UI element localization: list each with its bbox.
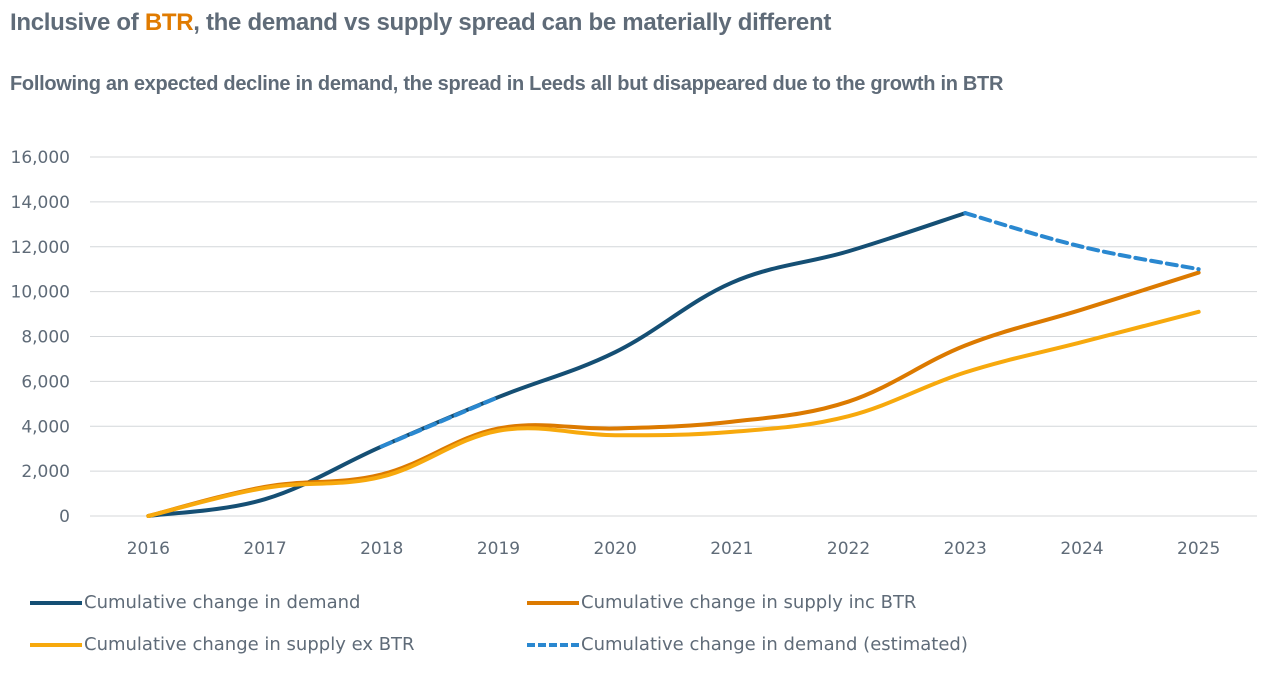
series-line — [146, 270, 1201, 518]
legend-swatch-demand — [30, 600, 82, 605]
series-demand-estimated — [379, 211, 1201, 449]
legend-item-demand[interactable]: Cumulative change in demand — [30, 592, 360, 613]
data-point — [263, 497, 267, 501]
chart-title: Inclusive of BTR, the demand vs supply s… — [10, 9, 831, 37]
x-tick-label: 2023 — [944, 539, 987, 559]
data-point — [1080, 245, 1084, 249]
x-tick-label: 2018 — [360, 539, 403, 559]
legend-item-supply-ex-btr[interactable]: Cumulative change in supply ex BTR — [30, 634, 415, 655]
series-line-segment — [379, 395, 501, 449]
x-tick-label: 2019 — [477, 539, 520, 559]
y-tick-label: 2,000 — [21, 462, 70, 482]
data-point — [1197, 267, 1201, 271]
title-suffix: , the demand vs supply spread can be mat… — [193, 9, 832, 36]
data-point — [496, 429, 500, 433]
legend-label: Cumulative change in demand (estimated) — [581, 634, 968, 655]
data-point — [847, 400, 851, 404]
data-point — [847, 414, 851, 418]
series-demand — [146, 211, 968, 518]
data-point — [1080, 340, 1084, 344]
data-point — [730, 281, 734, 285]
legend-item-supply-inc-btr[interactable]: Cumulative change in supply inc BTR — [527, 592, 916, 613]
series-line-segment — [963, 211, 1201, 272]
legend-label: Cumulative change in supply ex BTR — [84, 634, 415, 655]
data-point — [613, 433, 617, 437]
data-point — [847, 249, 851, 253]
x-tick-label: 2024 — [1060, 539, 1103, 559]
data-point — [613, 350, 617, 354]
series-supply-ex-btr — [146, 309, 1201, 518]
legend-item-demand-estimated[interactable]: Cumulative change in demand (estimated) — [527, 634, 968, 655]
x-tick-label: 2016 — [127, 539, 170, 559]
y-tick-label: 14,000 — [11, 193, 70, 213]
data-point — [263, 486, 267, 490]
legend-swatch-demand-estimated — [527, 642, 579, 647]
legend: Cumulative change in demand Cumulative c… — [0, 588, 1272, 668]
y-tick-label: 8,000 — [21, 328, 70, 348]
x-tick-label: 2025 — [1177, 539, 1220, 559]
y-axis: 0 2,000 4,000 6,000 8,000 10,000 12,000 14,000 1… — [11, 148, 70, 527]
y-tick-label: 0 — [59, 507, 70, 527]
series-line — [146, 211, 968, 518]
series-line — [146, 309, 1201, 518]
y-tick-label: 12,000 — [11, 238, 70, 258]
data-point — [963, 370, 967, 374]
y-tick-label: 6,000 — [21, 372, 70, 392]
legend-swatch-supply-ex-btr — [30, 642, 82, 647]
y-tick-label: 10,000 — [11, 283, 70, 303]
chart-subtitle: Following an expected decline in demand,… — [10, 73, 1004, 95]
x-tick-label: 2017 — [243, 539, 286, 559]
legend-label: Cumulative change in supply inc BTR — [581, 592, 917, 613]
x-tick-label: 2020 — [594, 539, 637, 559]
line-chart: 0 2,000 4,000 6,000 8,000 10,000 12,000 14,000 1… — [11, 148, 1257, 559]
series-lines — [146, 211, 1201, 518]
y-tick-label: 4,000 — [21, 417, 70, 437]
x-tick-label: 2021 — [710, 539, 753, 559]
series-supply-inc-btr — [146, 270, 1201, 518]
data-point — [613, 426, 617, 430]
x-axis: 2016 2017 2018 2019 2020 2021 2022 2023 2024 2025 — [127, 539, 1221, 559]
data-point — [380, 444, 384, 448]
data-point — [496, 395, 500, 399]
title-highlight: BTR — [144, 9, 194, 36]
x-tick-label: 2022 — [827, 539, 870, 559]
title-prefix: Inclusive of — [10, 9, 145, 36]
data-point — [146, 514, 150, 518]
legend-label: Cumulative change in demand — [84, 592, 361, 613]
data-point — [1080, 308, 1084, 312]
data-point — [380, 475, 384, 479]
data-point — [963, 211, 967, 215]
legend-swatch-supply-inc-btr — [527, 600, 579, 605]
data-point — [1197, 310, 1201, 314]
data-point — [963, 343, 967, 347]
gridlines — [90, 156, 1257, 517]
data-point — [730, 430, 734, 434]
y-tick-label: 16,000 — [11, 148, 70, 168]
data-point — [730, 420, 734, 424]
